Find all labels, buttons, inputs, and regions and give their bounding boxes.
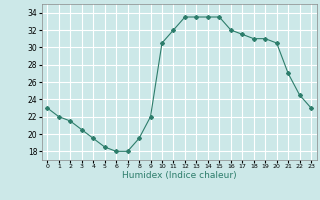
X-axis label: Humidex (Indice chaleur): Humidex (Indice chaleur) xyxy=(122,171,236,180)
